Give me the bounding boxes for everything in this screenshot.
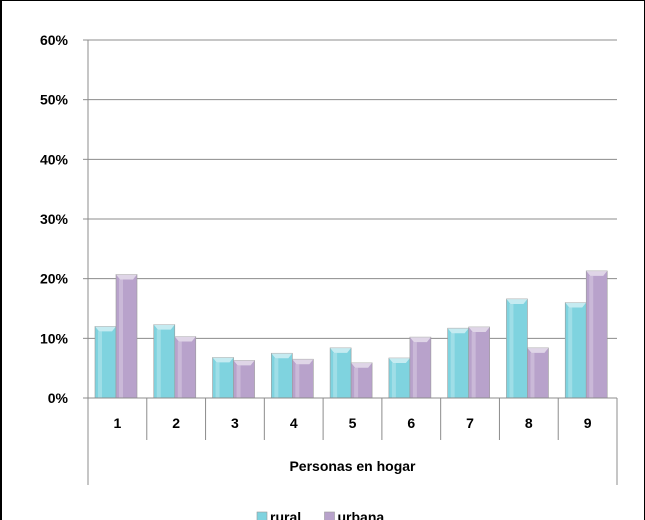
bar-shine — [274, 358, 279, 398]
bar-urbana-1 — [115, 274, 138, 399]
y-tick-label: 30% — [40, 211, 69, 227]
y-tick-label: 50% — [40, 92, 69, 108]
bar-urbana-8 — [527, 347, 549, 399]
x-tick-label: 6 — [407, 415, 415, 431]
bar-shine — [589, 275, 594, 398]
y-tick-label: 10% — [40, 330, 69, 346]
bar-urbana-2 — [174, 336, 197, 399]
bar-bevel — [212, 357, 234, 363]
bar-shine — [354, 367, 359, 398]
bar-shine — [530, 352, 535, 398]
bar-shine — [412, 342, 417, 398]
bar-rural-2 — [153, 324, 176, 399]
legend-item-urbana: urbana — [324, 509, 385, 520]
bar-rural-3 — [212, 357, 234, 399]
bar-bevel — [271, 353, 293, 359]
x-tick-label: 1 — [113, 415, 121, 431]
x-tick-label: 4 — [290, 415, 298, 431]
legend-item-rural: rural — [256, 509, 301, 520]
bar-rural-7 — [447, 327, 469, 399]
bar-bevel — [468, 326, 490, 332]
bar-shine — [450, 333, 455, 398]
legend-swatch — [256, 511, 268, 520]
bar-shine — [333, 352, 338, 398]
bar-bevel — [388, 358, 410, 364]
bar-shine — [568, 307, 573, 398]
bar-rural-6 — [388, 357, 411, 399]
bar-urbana-6 — [409, 336, 432, 399]
x-tick-label: 3 — [231, 415, 239, 431]
bars — [94, 270, 608, 399]
bar-rural-9 — [564, 302, 587, 399]
bar-bevel — [233, 360, 255, 366]
x-tick-label: 5 — [349, 415, 357, 431]
legend-label: urbana — [338, 509, 385, 520]
bar-shine — [156, 329, 161, 398]
bar-bevel — [409, 337, 431, 343]
bar-urbana-9 — [585, 270, 608, 399]
legend: rural urbana — [256, 509, 385, 520]
bar-shine — [471, 331, 476, 398]
bar-bevel — [565, 302, 587, 308]
x-tick-label: 2 — [172, 415, 180, 431]
bar-rural-8 — [506, 298, 528, 399]
y-axis-ticks: 0% 10% 20% 30% 40% 50% 60% — [40, 32, 69, 406]
bar-shine — [119, 279, 123, 398]
bar-shine — [391, 363, 396, 398]
bar-urbana-7 — [468, 326, 490, 399]
bar-shine — [509, 303, 514, 398]
bar-urbana-5 — [350, 362, 373, 399]
x-tick-label: 8 — [525, 415, 533, 431]
legend-label: rural — [270, 509, 301, 520]
bar-bevel — [586, 270, 608, 276]
bar-bevel — [174, 336, 196, 342]
bar-urbana-4 — [292, 358, 314, 399]
bar-shine — [236, 365, 241, 398]
bar-urbana-3 — [233, 360, 255, 399]
bar-bevel — [116, 274, 137, 280]
bar-shine — [295, 364, 300, 398]
x-axis-title: Personas en hogar — [289, 458, 416, 474]
legend-swatch — [324, 511, 335, 520]
y-tick-label: 40% — [40, 151, 69, 167]
bar-bevel — [330, 347, 352, 353]
bar-bevel — [292, 359, 314, 365]
bar-bevel — [447, 328, 469, 334]
bar-shine — [98, 331, 102, 398]
x-tick-label: 7 — [466, 415, 474, 431]
bar-rural-5 — [329, 347, 352, 399]
y-tick-label: 0% — [48, 390, 69, 406]
x-axis: 1 2 3 4 5 6 7 8 9 — [87, 397, 618, 485]
x-tick-label: 9 — [584, 415, 592, 431]
bar-rural-1 — [94, 326, 117, 399]
bar-shine — [215, 362, 220, 398]
bar-bevel — [527, 347, 549, 353]
bar-bevel — [95, 326, 116, 332]
bar-rural-4 — [271, 352, 293, 399]
y-tick-label: 60% — [40, 32, 69, 48]
bar-bevel — [506, 298, 528, 304]
y-tick-label: 20% — [40, 271, 69, 287]
bar-shine — [177, 341, 182, 398]
bar-bevel — [153, 324, 175, 330]
bar-bevel — [351, 362, 373, 368]
